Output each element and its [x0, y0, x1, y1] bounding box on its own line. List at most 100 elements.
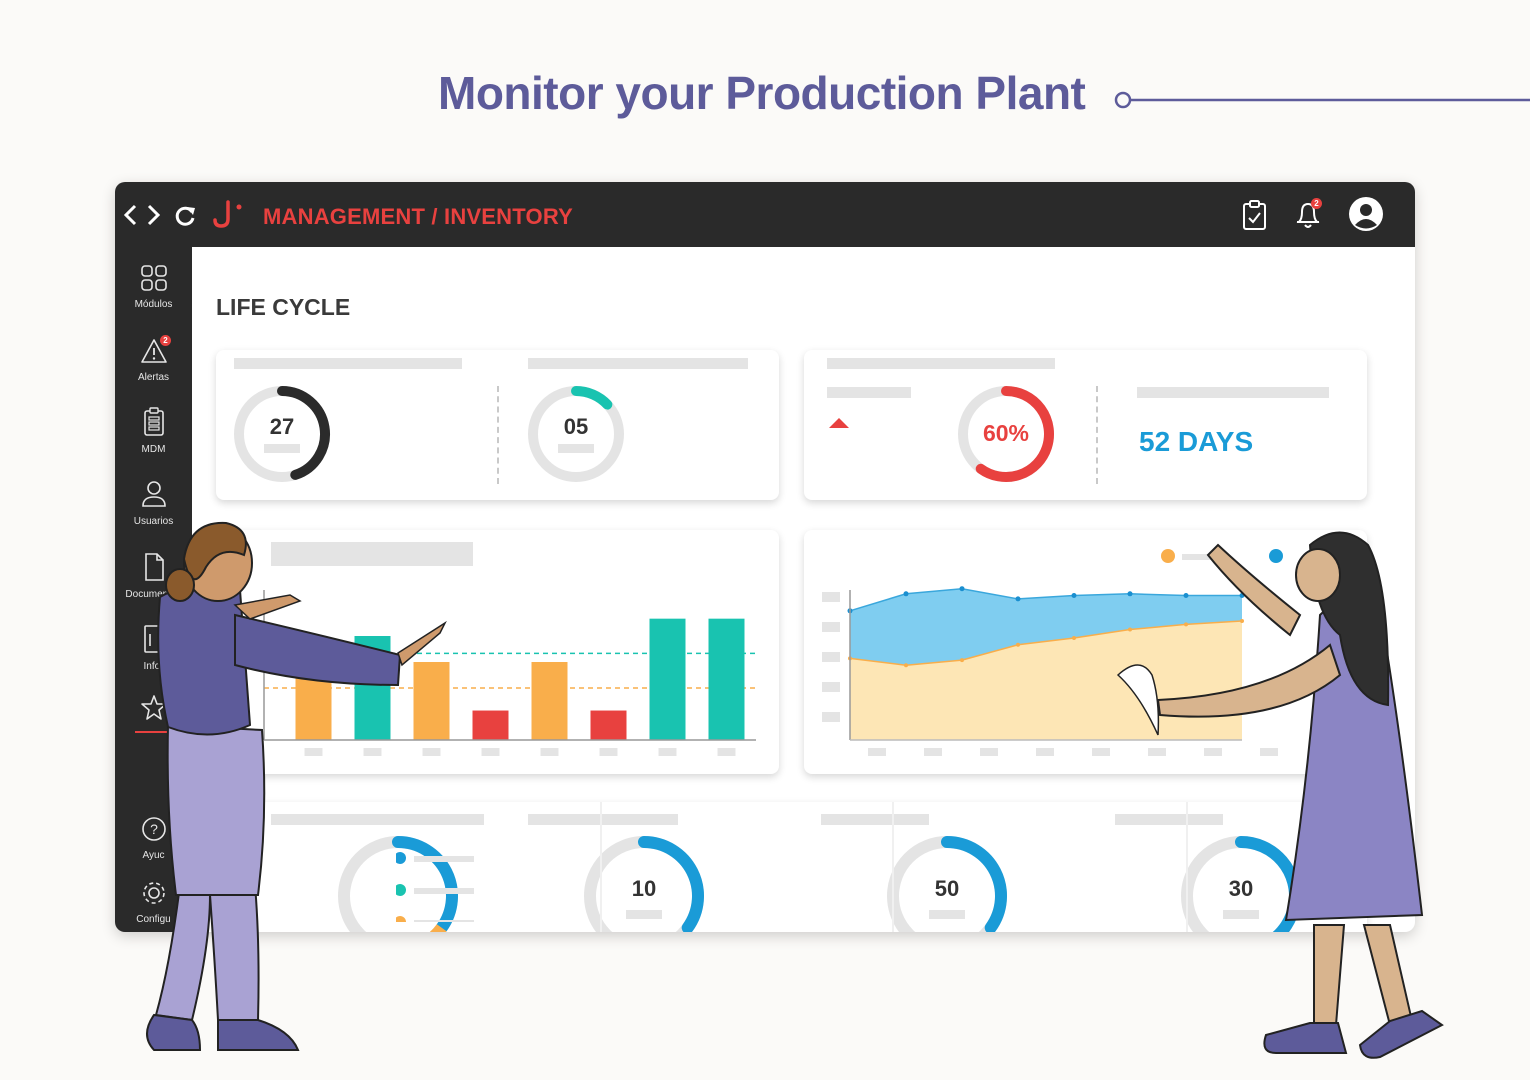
divider — [497, 386, 499, 484]
gauge-fill — [638, 836, 704, 932]
sidebar-item-label: MDM — [141, 444, 166, 455]
bar — [413, 662, 450, 740]
bottom-gauges-card: 10 50 30 — [216, 802, 1367, 932]
sidebar-item-label: Configu — [136, 914, 171, 925]
alert-triangle-icon — [140, 339, 167, 363]
area-series-2 — [850, 621, 1242, 740]
x-tick-label — [1148, 748, 1166, 756]
x-tick-label — [717, 748, 736, 756]
top-bar: MANAGEMENT / INVENTORY 2 — [115, 182, 1415, 247]
x-tick-label — [1260, 748, 1278, 756]
document-icon — [144, 553, 164, 581]
brand-logo-icon[interactable] — [212, 199, 246, 231]
y-tick-label — [822, 712, 840, 722]
x-tick-label — [658, 748, 677, 756]
bar — [472, 710, 509, 740]
sidebar-item-documentos[interactable]: Documentos — [115, 552, 192, 600]
gauge-fill — [941, 836, 1007, 932]
data-point — [1015, 596, 1021, 602]
data-point — [1127, 591, 1133, 597]
y-tick-label — [822, 682, 840, 692]
placeholder-bar — [626, 910, 662, 919]
days-value: 52 DAYS — [1139, 426, 1254, 457]
x-tick-label — [304, 748, 323, 756]
data-point — [1016, 642, 1020, 647]
data-point — [1240, 619, 1244, 623]
person-left-illustration — [146, 521, 447, 1051]
breadcrumb[interactable]: MANAGEMENT / INVENTORY — [263, 204, 573, 229]
modules-grid-icon — [140, 265, 167, 291]
placeholder-bar — [821, 814, 929, 825]
legend-dot — [396, 916, 406, 922]
gauge-fill — [277, 386, 330, 480]
legend-dot — [1269, 549, 1283, 563]
data-point — [1183, 593, 1189, 598]
sidebar-item-configuracion[interactable]: Configu — [115, 879, 192, 925]
x-tick-label — [422, 748, 441, 756]
gauge-legend — [396, 852, 474, 922]
x-tick-label — [1092, 748, 1110, 756]
percent-value: 60% — [982, 420, 1030, 446]
sidebar-item-mdm[interactable]: MDM — [115, 407, 192, 455]
settings-gear-icon — [142, 882, 165, 904]
area-chart — [822, 549, 1283, 756]
code-icon[interactable] — [123, 202, 161, 228]
placeholder-bar — [528, 358, 748, 369]
sidebar-item-usuarios[interactable]: Usuarios — [115, 479, 192, 527]
placeholder-bar — [528, 814, 678, 825]
y-tick-label — [822, 622, 840, 632]
data-point — [960, 658, 964, 663]
x-tick-label — [1204, 748, 1222, 756]
x-tick-label — [868, 748, 886, 756]
placeholder-bar — [1223, 910, 1259, 919]
sidebar-item-modulos[interactable]: Módulos — [115, 264, 192, 310]
placeholder-bar — [827, 358, 1055, 369]
legend-dot — [396, 884, 406, 896]
gauge-value: 50 — [934, 876, 960, 901]
bar — [590, 710, 627, 740]
help-icon: ? — [141, 817, 166, 841]
x-tick-label — [481, 748, 500, 756]
headline-connector-line — [1114, 91, 1530, 109]
clipboard-check-icon[interactable] — [1242, 199, 1268, 231]
sidebar-item-label: Usuarios — [133, 516, 174, 527]
user-avatar-icon[interactable] — [1348, 196, 1384, 232]
placeholder-bar — [558, 444, 594, 453]
gauge-value: 05 — [563, 414, 589, 439]
star-icon — [140, 695, 167, 720]
gauge-value: 27 — [269, 414, 295, 439]
app-window: MANAGEMENT / INVENTORY 2 Módulo — [115, 182, 1415, 932]
refresh-icon[interactable] — [173, 204, 197, 228]
sidebar-item-favoritos[interactable] — [115, 693, 192, 726]
placeholder-bar — [264, 444, 300, 453]
gauge-fill — [392, 836, 458, 932]
data-point — [1184, 622, 1188, 627]
gauge-count-1: 27 — [232, 384, 332, 484]
page-headline: Monitor your Production Plant — [438, 67, 1086, 119]
sidebar-active-indicator — [135, 731, 173, 733]
x-tick-label — [363, 748, 382, 756]
gauge-count-2: 05 — [526, 384, 626, 484]
gauge-fill — [975, 386, 1054, 482]
x-tick-label — [599, 748, 618, 756]
sidebar-item-alertas[interactable]: Alertas 2 — [115, 335, 192, 383]
alert-badge: 2 — [160, 335, 171, 346]
user-icon — [141, 481, 166, 507]
x-tick-label — [924, 748, 942, 756]
series-line-2 — [849, 620, 1243, 666]
clipboard-list-icon — [143, 407, 164, 436]
gauge-bottom-2: 50 — [885, 834, 1009, 932]
series-line-1 — [849, 587, 1242, 612]
bar — [708, 618, 745, 740]
bell-icon[interactable] — [1293, 197, 1325, 231]
svg-text:?: ? — [150, 821, 158, 837]
placeholder-bar — [271, 814, 484, 825]
x-tick-label — [540, 748, 559, 756]
area-series-1 — [850, 588, 1242, 666]
sidebar-item-label: Infor — [143, 661, 164, 672]
y-tick-label — [822, 592, 840, 602]
bar — [531, 662, 568, 740]
sidebar-item-ayuda[interactable]: ? Ayuc — [115, 815, 192, 861]
data-point — [1072, 636, 1076, 640]
sidebar-item-label: Documentos — [125, 589, 182, 600]
